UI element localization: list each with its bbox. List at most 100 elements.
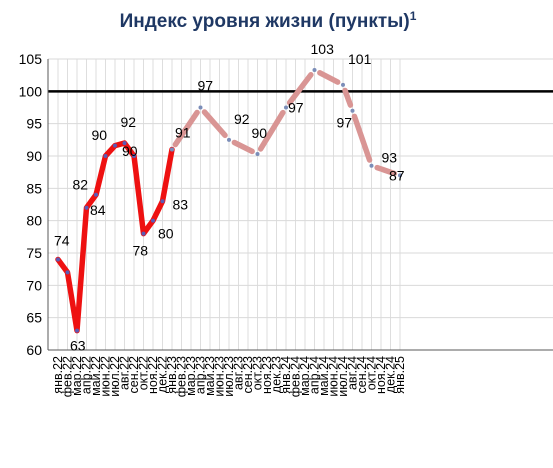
data-label: 90	[92, 127, 108, 143]
data-label: 63	[70, 338, 86, 354]
x-tick-label: ноя.24	[374, 356, 388, 394]
data-point	[255, 152, 260, 157]
data-point	[141, 231, 146, 236]
x-tick-label: июл.22	[108, 356, 122, 397]
data-point	[160, 199, 165, 204]
data-label: 82	[73, 177, 89, 193]
data-point	[350, 108, 355, 113]
x-tick-label: окт.23	[251, 356, 265, 390]
x-tick-label: ноя.22	[146, 356, 160, 394]
x-tick-label: мар.23	[184, 356, 198, 396]
data-label: 91	[175, 125, 191, 141]
x-tick-label: дек.22	[156, 356, 170, 393]
data-point	[369, 163, 374, 168]
y-tick-label: 65	[26, 310, 42, 326]
x-tick-label: дек.23	[270, 356, 284, 393]
data-label: 92	[121, 114, 137, 130]
x-tick-label: июл.23	[222, 356, 236, 397]
x-tick-label: апр.23	[194, 356, 208, 394]
data-label: 97	[288, 100, 304, 116]
x-tick-label: апр.24	[308, 356, 322, 394]
x-tick-label: мар.24	[298, 356, 312, 396]
data-point	[398, 173, 402, 178]
x-tick-label: июн.24	[327, 356, 341, 397]
y-tick-label: 70	[26, 277, 42, 293]
data-point	[284, 105, 288, 110]
x-tick-label: июн.23	[213, 356, 227, 397]
data-label: 97	[337, 115, 353, 131]
x-tick-label: фев.22	[61, 356, 75, 397]
x-tick-label: дек.24	[384, 356, 398, 393]
series-line-forecast	[342, 87, 354, 108]
x-tick-label: июн.22	[99, 356, 113, 397]
data-point	[312, 67, 317, 72]
series-line-forecast	[374, 164, 398, 177]
x-tick-label: авг.24	[346, 356, 360, 390]
x-tick-label: сен.22	[127, 356, 141, 394]
x-tick-label: май.23	[203, 356, 217, 396]
y-tick-label: 90	[26, 148, 42, 164]
x-tick-label: янв.24	[279, 356, 293, 394]
data-point	[84, 205, 89, 210]
data-label: 97	[198, 78, 214, 94]
series-line-forecast	[286, 72, 314, 106]
data-label: 83	[173, 196, 189, 212]
y-tick-label: 75	[26, 245, 42, 261]
x-tick-label: июл.24	[336, 356, 350, 397]
x-tick-label: фев.24	[289, 356, 303, 397]
data-label: 74	[54, 232, 70, 248]
data-label: 87	[389, 167, 405, 183]
x-tick-label: окт.22	[137, 356, 151, 390]
y-tick-label: 60	[26, 342, 42, 358]
data-point	[103, 154, 108, 158]
series-line-forecast	[201, 109, 228, 139]
x-tick-label: сен.24	[355, 356, 369, 394]
x-tick-label: авг.22	[118, 356, 132, 390]
x-tick-label: фев.23	[175, 356, 189, 397]
x-tick-label: мар.22	[70, 356, 84, 396]
data-label: 92	[234, 111, 250, 127]
x-tick-label: апр.22	[80, 356, 94, 394]
data-label: 101	[348, 51, 372, 67]
x-tick-label: янв.22	[51, 356, 65, 394]
series-line-forecast	[351, 113, 373, 163]
series-line-forecast	[257, 109, 286, 152]
x-tick-label: окт.24	[365, 356, 379, 390]
data-point	[113, 143, 117, 148]
series-line-forecast	[172, 109, 200, 148]
x-tick-label: ноя.23	[260, 356, 274, 394]
data-point	[132, 154, 136, 158]
series-line-forecast	[231, 139, 255, 155]
y-tick-label: 105	[19, 51, 43, 67]
data-point	[227, 137, 231, 142]
data-label: 78	[133, 243, 149, 259]
x-tick-label: авг.23	[232, 356, 246, 390]
x-tick-label: май.24	[317, 356, 331, 396]
data-label: 90	[252, 125, 268, 141]
series-line-forecast	[317, 70, 341, 85]
y-axis: 60 65 70 75 80 85 90 95 100 105	[19, 51, 49, 358]
x-axis: янв.22фев.22мар.22апр.22май.22июн.22июл.…	[48, 349, 553, 397]
data-label: 93	[382, 150, 398, 166]
y-tick-label: 80	[26, 213, 42, 229]
data-point	[56, 257, 60, 262]
data-point	[198, 105, 203, 110]
x-tick-label: май.22	[89, 356, 103, 396]
data-labels: 7463828490929078808391979290971031019793…	[54, 41, 405, 354]
data-point	[75, 328, 79, 333]
data-label: 90	[122, 143, 138, 159]
data-point	[341, 82, 345, 87]
x-tick-label: сен.23	[241, 356, 255, 394]
data-point	[122, 141, 127, 146]
data-label: 84	[90, 202, 106, 218]
chart-title: Индекс уровня жизни (пункты)1	[120, 9, 417, 32]
y-tick-label: 85	[26, 180, 42, 196]
y-tick-label: 95	[26, 116, 42, 132]
data-label: 80	[158, 226, 174, 242]
data-point	[170, 147, 174, 152]
data-point	[151, 218, 155, 223]
data-point	[94, 192, 98, 197]
series-layer	[55, 67, 402, 334]
x-tick-label: янв.23	[165, 356, 179, 394]
